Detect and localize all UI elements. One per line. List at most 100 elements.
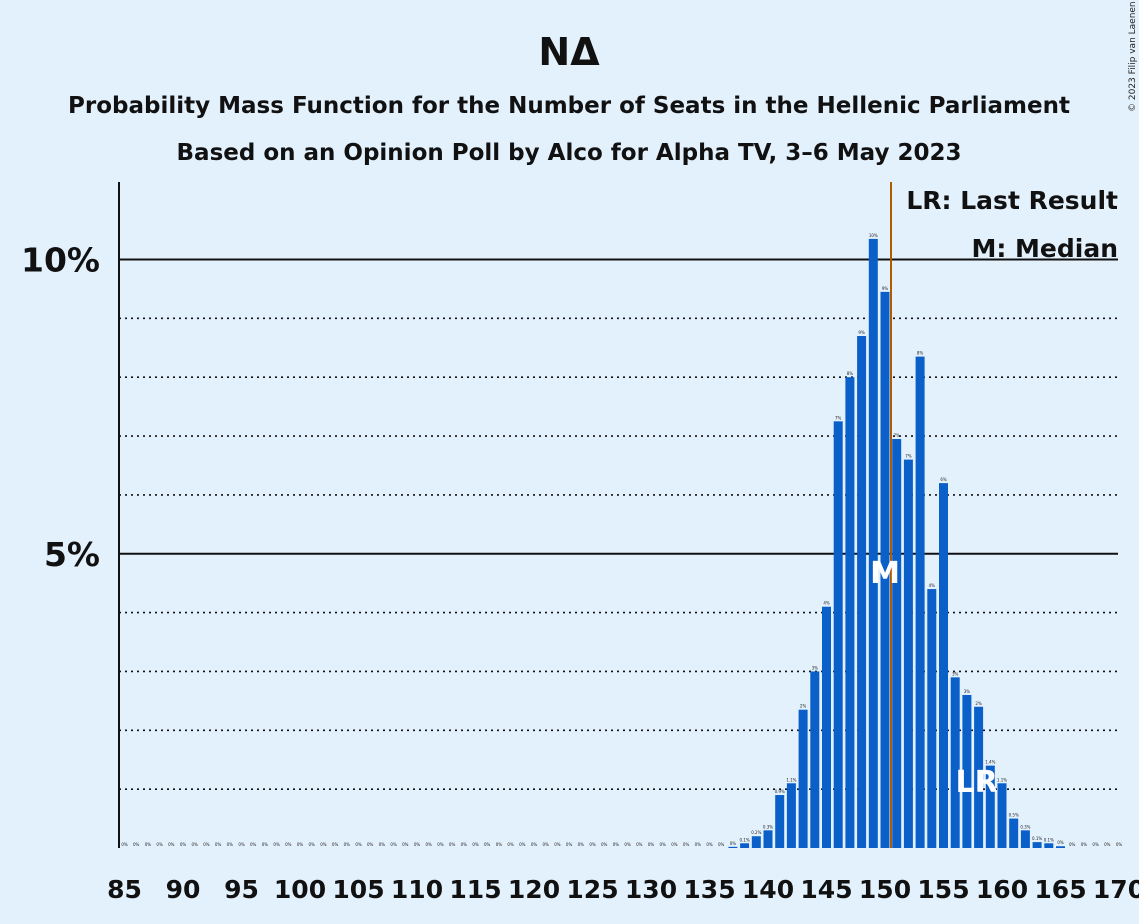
data-label: 9% — [882, 286, 889, 291]
bar — [833, 421, 843, 848]
bar — [763, 830, 773, 848]
data-label: 9% — [858, 330, 865, 335]
x-tick-label: 100 — [274, 875, 326, 904]
x-ticks: 85 90 95 100 105 110 115 120 125 130 135 140 145 150 1… — [107, 875, 1139, 904]
data-label: 7% — [835, 415, 842, 420]
x-tick-label: 135 — [683, 875, 735, 904]
data-label: 0.9% — [775, 789, 785, 794]
data-label: 1.1% — [997, 777, 1007, 782]
x-tick-label: 150 — [859, 875, 911, 904]
data-label: 0% — [1069, 842, 1076, 847]
data-label: 0% — [402, 842, 409, 847]
bar — [962, 694, 972, 848]
bar — [997, 783, 1007, 848]
median-marker: M — [870, 556, 900, 591]
data-label: 0% — [238, 842, 245, 847]
data-label: 0% — [449, 842, 456, 847]
y-tick-label: 10% — [21, 241, 100, 280]
data-label: 0% — [379, 842, 386, 847]
data-label: 0% — [390, 842, 397, 847]
data-label: 4% — [929, 583, 936, 588]
chart-subtitle-2: Based on an Opinion Poll by Alco for Alp… — [177, 140, 962, 166]
x-tick-label: 145 — [800, 875, 852, 904]
data-label: 0% — [355, 842, 362, 847]
bar — [1044, 843, 1054, 848]
data-label: 0% — [227, 842, 234, 847]
bar — [857, 336, 867, 848]
bar — [728, 846, 738, 848]
data-label: 0% — [613, 842, 620, 847]
chart-title: ΝΔ — [538, 30, 600, 74]
data-label: 2% — [975, 701, 982, 706]
legend-last-result: LR: Last Result — [906, 186, 1118, 215]
data-label: 4% — [823, 601, 830, 606]
bar — [1020, 830, 1030, 848]
data-label: 0% — [285, 842, 292, 847]
data-label: 0% — [180, 842, 187, 847]
bar — [892, 438, 902, 848]
x-tick-label: 120 — [508, 875, 560, 904]
data-label: 3% — [964, 689, 971, 694]
x-tick-label: 130 — [625, 875, 677, 904]
data-label: 0% — [648, 842, 655, 847]
data-label: 0.3% — [763, 824, 773, 829]
data-label: 0% — [1081, 842, 1088, 847]
x-tick-label: 140 — [742, 875, 794, 904]
data-label: 0% — [543, 842, 550, 847]
bar — [740, 843, 750, 848]
data-label: 0% — [168, 842, 175, 847]
data-label: 0% — [145, 842, 152, 847]
bar — [974, 706, 984, 848]
data-label: 0% — [192, 842, 199, 847]
data-label: 0% — [203, 842, 210, 847]
data-label: 0% — [554, 842, 561, 847]
bars — [728, 238, 1065, 849]
x-tick-label: 85 — [107, 875, 142, 904]
bar — [845, 377, 855, 848]
legend-median: M: Median — [971, 234, 1118, 263]
data-label: 0.5% — [1009, 813, 1019, 818]
bar — [868, 238, 878, 849]
data-label: 0% — [624, 842, 631, 847]
data-label: 0% — [706, 842, 713, 847]
data-label: 8% — [847, 371, 854, 376]
data-label: 8% — [917, 351, 924, 356]
bar — [903, 459, 913, 848]
data-label: 0% — [426, 842, 433, 847]
x-tick-label: 125 — [566, 875, 618, 904]
data-label: 0% — [695, 842, 702, 847]
bar — [1009, 818, 1019, 848]
bar — [939, 483, 948, 848]
data-label: 0% — [367, 842, 374, 847]
data-label: 0% — [437, 842, 444, 847]
bar — [786, 783, 796, 848]
bar — [810, 671, 820, 848]
data-label: 1.1% — [786, 777, 796, 782]
x-tick-label: 170 — [1093, 875, 1139, 904]
data-label: 0% — [660, 842, 667, 847]
x-tick-label: 110 — [391, 875, 443, 904]
data-label: 0.1% — [1032, 836, 1042, 841]
bar — [822, 606, 831, 848]
chart-subtitle-1: Probability Mass Function for the Number… — [68, 93, 1070, 119]
data-labels: 0% 0% 0% 0% 0% 0% 0% 0% 0% 0% 0% 0% 0% 0% 0% 0% 0% 0% 0% 0%… — [121, 233, 1122, 847]
data-label: 0% — [262, 842, 269, 847]
data-label: 0% — [250, 842, 257, 847]
bar — [985, 765, 995, 848]
data-label: 0% — [461, 842, 468, 847]
bar — [1056, 846, 1065, 848]
data-label: 3% — [952, 671, 959, 676]
x-tick-label: 115 — [449, 875, 501, 904]
bar — [751, 836, 761, 848]
data-label: 0% — [273, 842, 280, 847]
data-label: 0% — [320, 842, 327, 847]
bar — [1032, 842, 1042, 848]
data-label: 0% — [133, 842, 140, 847]
data-label: 0.3% — [1020, 824, 1030, 829]
bar — [950, 677, 960, 848]
data-label: 3% — [812, 665, 819, 670]
data-label: 0% — [472, 842, 479, 847]
data-label: 0% — [309, 842, 316, 847]
data-label: 0% — [566, 842, 573, 847]
